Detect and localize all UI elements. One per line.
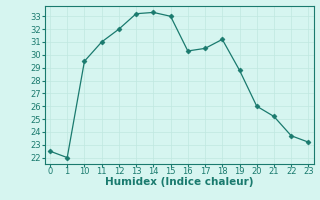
X-axis label: Humidex (Indice chaleur): Humidex (Indice chaleur) [105, 177, 253, 187]
